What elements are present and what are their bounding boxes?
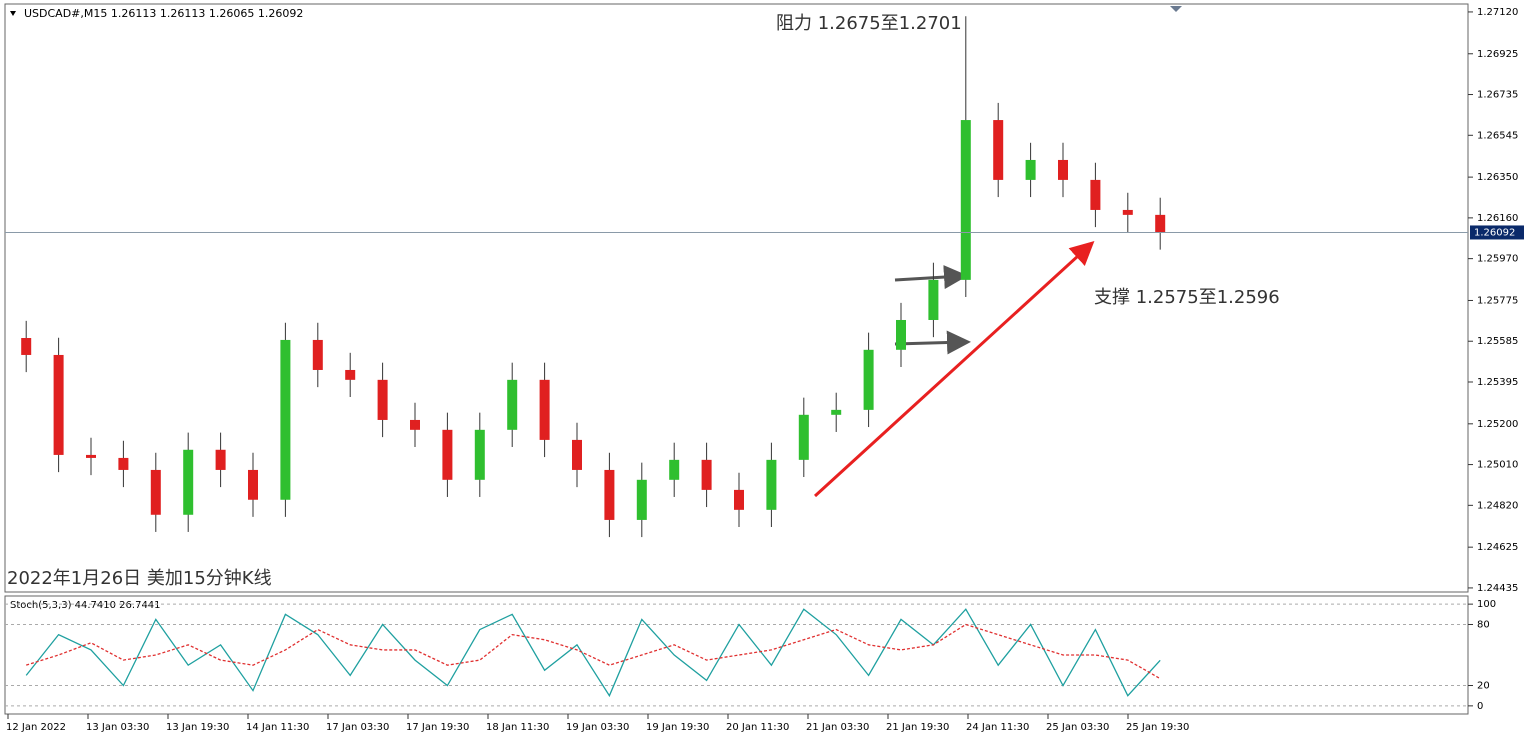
last-price-label: 1.26092 [1474, 227, 1515, 238]
candle-body [539, 379, 550, 440]
y-tick-label: 1.26545 [1477, 130, 1518, 141]
candle-body [896, 319, 906, 350]
candle-body [1025, 159, 1036, 180]
candle-body [53, 354, 64, 455]
candle-body [701, 459, 712, 490]
y-tick-label: 1.26925 [1477, 49, 1518, 60]
candle-body [215, 449, 226, 470]
y-tick-label: 80 [1477, 619, 1490, 630]
candle-body [86, 454, 96, 458]
y-tick-label: 0 [1477, 701, 1483, 712]
candle-body [280, 339, 291, 500]
x-tick-label: 25 Jan 19:30 [1126, 722, 1189, 733]
candle-body [312, 339, 323, 370]
y-tick-label: 1.25395 [1477, 377, 1518, 388]
resistance-note: 阻力 1.2675至1.2701 [776, 13, 962, 34]
candle-body [183, 449, 194, 515]
candle-body [118, 457, 129, 470]
trend-arrow [813, 240, 1095, 498]
x-tick-label: 21 Jan 03:30 [806, 722, 869, 733]
x-tick-label: 18 Jan 11:30 [486, 722, 549, 733]
y-tick-label: 1.26160 [1477, 213, 1518, 224]
collapse-icon [10, 11, 16, 16]
candle-body [993, 120, 1004, 180]
stoch-panel [4, 595, 1469, 715]
chart-title: USDCAD#,M15 1.26113 1.26113 1.26065 1.26… [24, 7, 303, 20]
candle-body [507, 379, 518, 430]
candle-body [377, 379, 388, 420]
candle-body [831, 409, 842, 415]
candle-body [345, 369, 356, 380]
candle-body [1090, 179, 1101, 210]
candle-body [1058, 159, 1068, 180]
candle-body [636, 479, 647, 520]
candle-body [1155, 214, 1166, 233]
y-tick-label: 1.26350 [1477, 172, 1518, 183]
x-tick-label: 20 Jan 11:30 [726, 722, 789, 733]
x-tick-label: 14 Jan 11:30 [246, 722, 309, 733]
y-tick-label: 1.24820 [1477, 500, 1518, 511]
price-panel [4, 3, 1469, 593]
x-tick-label: 19 Jan 19:30 [646, 722, 709, 733]
candle-body [669, 459, 680, 480]
stoch-line [26, 623, 1161, 680]
level-arrow [894, 265, 968, 290]
y-tick-label: 20 [1477, 681, 1490, 692]
y-tick-label: 1.24435 [1477, 583, 1518, 594]
candle-body [150, 469, 161, 515]
candle-body [960, 120, 971, 280]
stoch-title: Stoch(5,3,3) 44.7410 26.7441 [10, 600, 161, 611]
y-tick-label: 1.25585 [1477, 336, 1518, 347]
candle-body [928, 279, 939, 320]
stoch-line [25, 608, 1161, 698]
y-tick-label: 100 [1477, 599, 1496, 610]
last-price-box [1470, 225, 1524, 240]
level-arrow [894, 330, 971, 355]
y-tick-label: 1.25200 [1477, 419, 1518, 430]
candle-body [21, 338, 32, 355]
candle-body [248, 469, 258, 500]
support-note: 支撑 1.2575至1.2596 [1094, 287, 1280, 308]
candle-body [863, 349, 874, 410]
x-tick-label: 12 Jan 2022 [6, 722, 66, 733]
y-tick-label: 1.27120 [1477, 7, 1518, 18]
y-tick-label: 1.25970 [1477, 254, 1518, 265]
candle-body [474, 429, 485, 480]
x-tick-label: 19 Jan 03:30 [566, 722, 629, 733]
x-tick-label: 24 Jan 11:30 [966, 722, 1029, 733]
candle-body [1122, 209, 1133, 215]
candle-body [604, 469, 615, 520]
x-tick-label: 13 Jan 03:30 [86, 722, 149, 733]
x-tick-label: 17 Jan 19:30 [406, 722, 469, 733]
candle-body [572, 439, 582, 470]
candle-body [442, 429, 453, 480]
y-tick-label: 1.25775 [1477, 295, 1518, 306]
date-note: 2022年1月26日 美加15分钟K线 [7, 568, 272, 589]
x-tick-label: 13 Jan 19:30 [166, 722, 229, 733]
candle-body [766, 459, 777, 510]
candle-body [734, 489, 744, 510]
y-tick-label: 1.26735 [1477, 90, 1518, 101]
candle-body [410, 419, 420, 430]
x-tick-label: 21 Jan 19:30 [886, 722, 949, 733]
x-tick-label: 25 Jan 03:30 [1046, 722, 1109, 733]
y-tick-label: 1.24625 [1477, 542, 1518, 553]
candle-body [798, 414, 809, 460]
x-tick-label: 17 Jan 03:30 [326, 722, 389, 733]
shift-marker [1170, 6, 1182, 12]
y-tick-label: 1.25010 [1477, 460, 1518, 471]
